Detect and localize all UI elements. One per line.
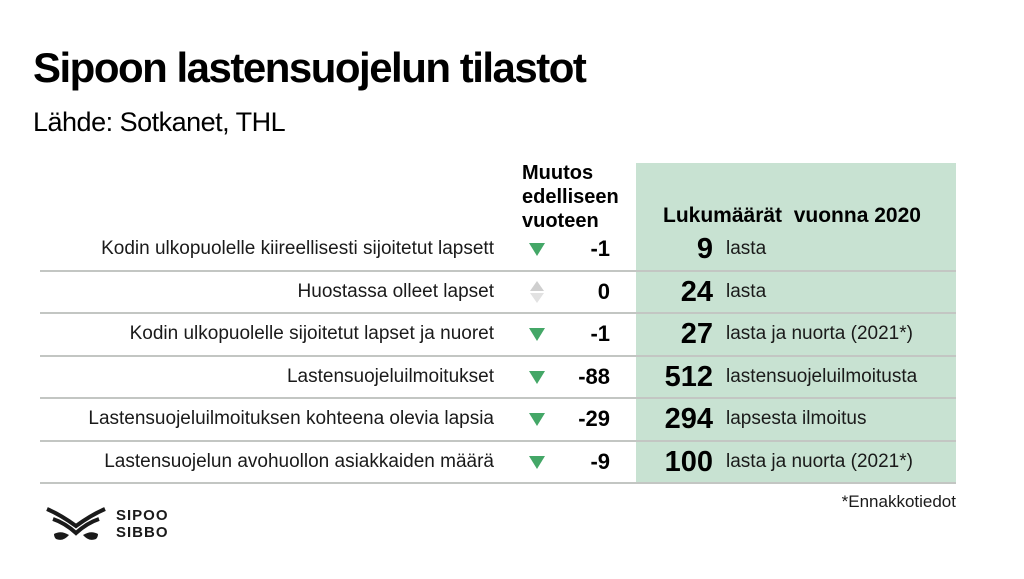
logo-line-sv: SIBBO (116, 524, 169, 541)
change-value: 0 (597, 279, 610, 304)
row-label: Lastensuojeluilmoituksen kohteena olevia… (88, 408, 494, 429)
row-divider (40, 355, 956, 357)
trend-down-icon (522, 441, 552, 483)
table-row: Kodin ulkopuolelle kiireellisesti sijoit… (0, 228, 1024, 270)
trend-flat-icon (522, 271, 552, 313)
footnote: *Ennakkotiedot (841, 492, 956, 511)
count-column-highlight (636, 163, 956, 484)
trend-down-icon (522, 356, 552, 398)
triangle-down-icon (529, 412, 545, 426)
trend-down-icon (522, 398, 552, 440)
triangle-down-icon (530, 293, 544, 303)
change-value: -88 (578, 364, 610, 389)
count-value: 9 (696, 232, 713, 265)
source-note: Lähde: Sotkanet, THL (33, 107, 286, 137)
row-divider (40, 397, 956, 399)
row-label: Kodin ulkopuolelle sijoitetut lapset ja … (129, 323, 494, 344)
table-row: Huostassa olleet lapset 0 24 lasta (0, 271, 1024, 313)
triangle-up-icon (530, 281, 544, 291)
count-unit: lastensuojeluilmoitusta (726, 366, 918, 387)
count-value: 24 (680, 275, 713, 308)
sipoo-logo-icon (46, 507, 106, 540)
triangle-down-icon (529, 327, 545, 341)
count-value: 512 (664, 360, 713, 393)
page-title: Sipoon lastensuojelun tilastot (33, 44, 587, 91)
count-column-header: Lukumäärät vuonna 2020 (663, 204, 921, 227)
row-divider (40, 312, 956, 314)
count-unit: lasta ja nuorta (2021*) (726, 323, 913, 344)
row-divider (40, 440, 956, 442)
row-label: Lastensuojeluilmoitukset (286, 366, 494, 387)
logo-line-fi: SIPOO (116, 507, 169, 524)
table-row: Lastensuojelun avohuollon asiakkaiden mä… (0, 441, 1024, 483)
count-value: 27 (680, 317, 713, 350)
change-value: -9 (590, 449, 610, 474)
row-label: Huostassa olleet lapset (297, 281, 494, 302)
sipoo-logo: SIPOO SIBBO (44, 506, 169, 542)
table-row: Lastensuojeluilmoitukset -88 512 lastens… (0, 356, 1024, 398)
count-unit: lapsesta ilmoitus (726, 408, 867, 429)
triangle-down-icon (529, 455, 545, 469)
row-label: Lastensuojelun avohuollon asiakkaiden mä… (104, 451, 494, 472)
trend-down-icon (522, 228, 552, 270)
table-row: Lastensuojeluilmoituksen kohteena olevia… (0, 398, 1024, 440)
count-value: 294 (664, 402, 713, 435)
change-value: -1 (590, 236, 610, 261)
row-divider (40, 270, 956, 272)
trend-down-icon (522, 313, 552, 355)
change-value: -29 (578, 406, 610, 431)
change-value: -1 (590, 321, 610, 346)
logo-wordmark: SIPOO SIBBO (116, 507, 169, 541)
triangle-down-icon (529, 242, 545, 256)
count-value: 100 (664, 445, 713, 478)
row-divider (40, 482, 956, 484)
table-row: Kodin ulkopuolelle sijoitetut lapset ja … (0, 313, 1024, 355)
change-column-header: Muutos edelliseen vuoteen (522, 162, 619, 232)
count-unit: lasta (726, 238, 767, 259)
count-unit: lasta (726, 281, 767, 302)
count-unit: lasta ja nuorta (2021*) (726, 451, 913, 472)
row-label: Kodin ulkopuolelle kiireellisesti sijoit… (101, 238, 494, 259)
triangle-down-icon (529, 370, 545, 384)
